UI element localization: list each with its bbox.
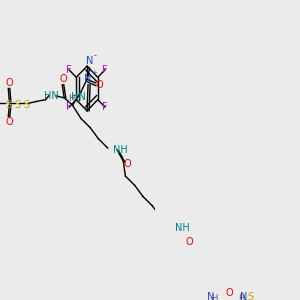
Text: O: O [225,288,233,298]
Text: N: N [208,292,215,300]
Text: -: - [93,51,96,60]
Text: O: O [5,117,13,127]
Text: F: F [102,102,108,112]
Text: O: O [124,159,131,169]
Text: H: H [212,294,218,300]
Text: O: O [95,80,103,90]
Text: H: H [68,94,74,103]
Text: S: S [5,100,11,110]
Text: HN: HN [44,91,59,101]
Text: NH: NH [175,223,190,233]
Text: O: O [5,78,13,88]
Text: F: F [102,65,108,75]
Text: S: S [24,100,30,110]
Text: N: N [241,292,248,300]
Text: F: F [66,102,72,112]
Text: O: O [186,237,194,247]
Text: N: N [86,56,93,67]
Text: O: O [59,74,67,84]
Text: +: + [92,70,98,76]
Text: S: S [247,292,253,300]
Text: NH: NH [113,145,128,155]
Text: N: N [84,74,92,84]
Text: HN: HN [71,92,86,102]
Text: H: H [238,294,244,300]
Text: F: F [66,65,72,75]
Text: S: S [15,100,21,110]
